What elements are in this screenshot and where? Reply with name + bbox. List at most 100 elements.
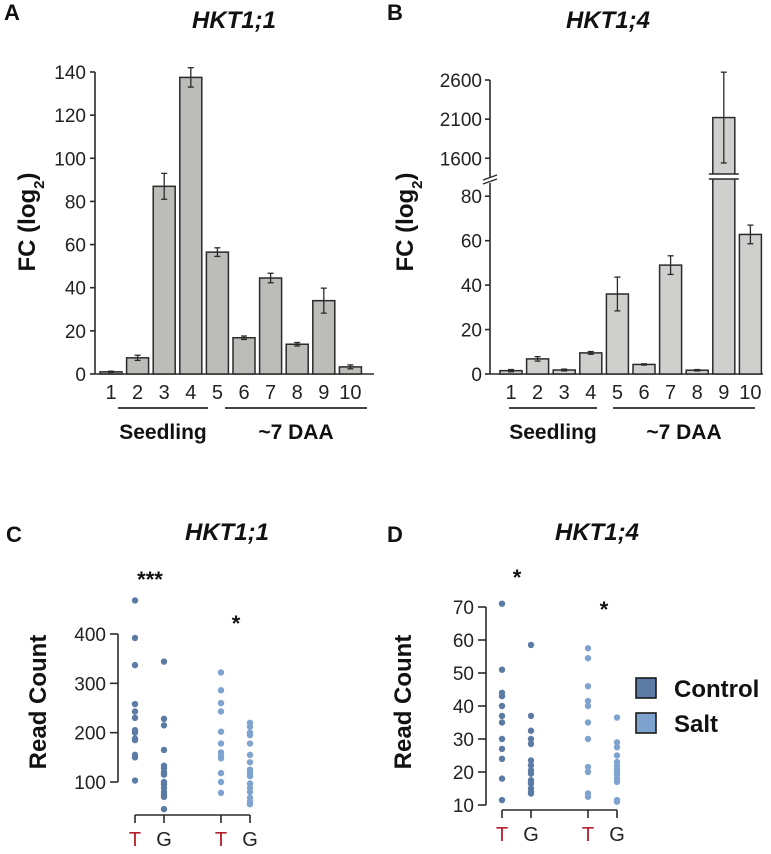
- data-point: [217, 669, 225, 676]
- data-point: [527, 727, 535, 734]
- bar: [658, 264, 683, 375]
- data-point: [131, 700, 139, 708]
- data-point: [498, 600, 506, 607]
- data-point: [527, 762, 535, 769]
- data-point: [498, 796, 506, 804]
- data-point: [584, 702, 592, 710]
- data-point: [217, 769, 225, 777]
- series-control-g: [160, 658, 168, 813]
- y-tick-label: 40: [461, 276, 482, 297]
- x-tick-label: 3: [159, 382, 170, 404]
- x-tick-label-t: T: [215, 829, 227, 851]
- data-point: [246, 723, 254, 730]
- error-bar: [614, 276, 621, 312]
- y-tick-label: 1600: [440, 149, 482, 170]
- x-tick-label: 9: [718, 382, 729, 404]
- y-tick-label: 400: [74, 625, 106, 646]
- data-point: [613, 752, 621, 759]
- error-bar: [214, 247, 221, 258]
- x-tick-label: 7: [265, 382, 276, 404]
- y-tick-label: 50: [453, 664, 474, 685]
- data-point: [498, 719, 506, 726]
- y-tick-label: 60: [453, 631, 474, 652]
- y-tick-label: 10: [453, 796, 474, 817]
- data-point: [584, 763, 592, 771]
- panel-letter-d: D: [387, 522, 403, 547]
- data-point: [217, 755, 225, 762]
- data-point: [498, 745, 506, 753]
- y-tick-label: 80: [65, 192, 86, 213]
- y-tick-label: 20: [461, 321, 482, 342]
- data-point: [217, 699, 225, 707]
- x-tick-label: 5: [612, 382, 623, 404]
- bar: [179, 76, 203, 375]
- x-tick-label-g: G: [242, 829, 258, 851]
- data-point: [160, 805, 168, 813]
- data-point: [160, 771, 168, 778]
- x-tick-label: 7: [665, 382, 676, 404]
- y-tick-label: 40: [453, 697, 474, 718]
- bar: [579, 352, 603, 375]
- data-point: [246, 780, 254, 787]
- error-bar: [134, 354, 141, 362]
- data-point: [160, 793, 168, 800]
- y-tick-label: 20: [65, 322, 86, 343]
- y-tick-label: 60: [65, 236, 86, 257]
- legend-swatch-control: [635, 677, 657, 699]
- error-bar: [320, 287, 327, 314]
- x-tick-label-g: G: [523, 824, 539, 846]
- group-label-seedling: Seedling: [119, 421, 207, 444]
- x-tick-label: 1: [105, 382, 116, 404]
- error-bar: [241, 335, 247, 341]
- data-point: [584, 768, 592, 776]
- data-point: [131, 661, 139, 669]
- y-tick-label: 20: [453, 763, 474, 784]
- data-point: [131, 708, 139, 715]
- data-point: [498, 702, 506, 710]
- data-point: [160, 658, 168, 665]
- data-point: [527, 790, 535, 797]
- data-point: [160, 746, 168, 754]
- x-tick-label: 5: [212, 382, 223, 404]
- data-point: [246, 759, 254, 766]
- x-tick-label: 1: [505, 382, 516, 404]
- ylabel-sub: 2: [31, 181, 48, 189]
- x-tick-label: 10: [339, 382, 361, 404]
- legend-label-control: Control: [674, 676, 759, 703]
- panel-a-y-axis-label: FC (log2): [14, 173, 48, 272]
- data-point: [527, 740, 535, 748]
- bar: [232, 337, 256, 375]
- x-tick-label-t: T: [496, 824, 508, 846]
- significance-marker: *: [513, 565, 522, 590]
- x-tick-label: 6: [638, 382, 649, 404]
- ylabel-sub: 2: [409, 181, 426, 189]
- data-point: [131, 634, 139, 642]
- error-bar: [720, 71, 727, 164]
- panel-b: B HKT1;4 FC (log2) 020406080160021002600…: [387, 0, 763, 444]
- panel-letter-a: A: [4, 0, 20, 25]
- data-point: [246, 751, 254, 759]
- y-tick-label: 60: [461, 232, 482, 253]
- data-point: [527, 780, 535, 787]
- panel-c-y-axis-label: Read Count: [25, 635, 52, 770]
- y-tick-label: 140: [54, 63, 86, 84]
- data-point: [527, 735, 535, 743]
- data-point: [217, 740, 225, 747]
- error-bar: [694, 368, 701, 372]
- error-bar: [641, 363, 647, 366]
- data-point: [246, 772, 254, 780]
- ylabel-main: FC (log: [14, 189, 41, 272]
- ylabel-close: ): [14, 173, 41, 181]
- significance-marker: ***: [137, 567, 163, 592]
- x-tick-label-g: G: [156, 829, 172, 851]
- data-point: [527, 757, 535, 764]
- x-tick-label: 3: [559, 382, 570, 404]
- data-point: [584, 645, 592, 652]
- legend: Control Salt: [635, 676, 759, 738]
- y-tick-label: 200: [74, 724, 106, 745]
- x-tick-label: 4: [585, 382, 596, 404]
- series-control-t: [498, 600, 506, 804]
- panel-letter-c: C: [6, 522, 22, 547]
- data-point: [131, 736, 139, 744]
- data-point: [584, 735, 592, 743]
